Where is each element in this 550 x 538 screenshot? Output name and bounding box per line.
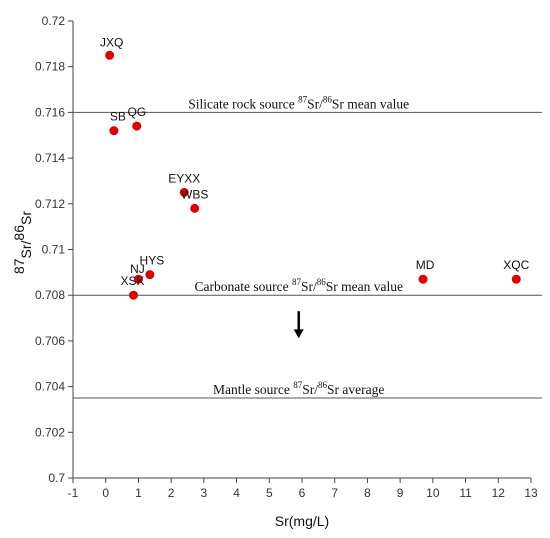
- data-point-label: EYXX: [168, 171, 200, 185]
- data-point-label: XQC: [503, 258, 529, 272]
- data-point-label: XSK: [121, 274, 145, 288]
- x-axis-title: Sr(mg/L): [275, 513, 329, 529]
- data-point-label: WBS: [181, 187, 208, 201]
- data-point: [129, 290, 139, 300]
- data-point: [133, 274, 143, 284]
- data-point: [179, 187, 189, 197]
- y-tick-label: 0.718: [35, 60, 65, 74]
- reference-line-label: Mantle source 87Sr/86Sr average: [213, 380, 384, 397]
- x-tick-label: 13: [524, 486, 538, 500]
- x-tick-label: 0: [102, 486, 109, 500]
- data-point: [145, 270, 155, 280]
- data-point: [105, 50, 115, 60]
- data-point-label: HYS: [140, 254, 165, 268]
- y-tick-label: 0.71: [42, 243, 66, 257]
- reference-lines: Silicate rock source 87Sr/86Sr mean valu…: [73, 94, 542, 399]
- y-tick-label: 0.72: [42, 14, 66, 28]
- arrow-head: [293, 329, 304, 339]
- y-tick-label: 0.706: [35, 334, 65, 348]
- y-axis-title: 87Sr/86Sr: [11, 211, 34, 274]
- data-point: [109, 126, 119, 136]
- data-point: [132, 121, 142, 131]
- data-point: [511, 274, 521, 284]
- x-tick-label: 8: [364, 486, 371, 500]
- y-tick-label: 0.714: [35, 151, 65, 165]
- y-tick-label: 0.708: [35, 288, 65, 302]
- x-tick-label: -1: [68, 486, 79, 500]
- x-tick-label: 5: [266, 486, 273, 500]
- x-tick-label: 11: [459, 486, 472, 500]
- axes: [72, 21, 531, 479]
- annotations: [293, 311, 304, 339]
- y-tick-label: 0.704: [35, 380, 65, 394]
- y-tick-label: 0.712: [35, 197, 65, 211]
- reference-line-label: Silicate rock source 87Sr/86Sr mean valu…: [188, 94, 409, 111]
- x-tick-label: 12: [492, 486, 506, 500]
- data-point-label: SB: [110, 110, 126, 124]
- x-tick-label: 2: [168, 486, 175, 500]
- x-tick-label: 6: [299, 486, 306, 500]
- data-point-label: QG: [127, 105, 146, 119]
- data-point: [190, 203, 200, 213]
- data-point: [418, 274, 428, 284]
- x-tick-label: 3: [201, 486, 208, 500]
- data-point-label: NJ: [130, 262, 145, 276]
- y-tick-label: 0.716: [35, 105, 65, 119]
- x-tick-label: 1: [135, 486, 142, 500]
- y-tick-label: 0.702: [35, 425, 65, 439]
- y-tick-label: 0.7: [48, 471, 65, 485]
- data-point-label: MD: [416, 258, 435, 272]
- tick-labels: -1 0 1 2 3 4 5 6 7 8 9 10 11 12 130.70.7020.7040.7060.…: [35, 14, 538, 500]
- x-tick-label: 7: [331, 486, 338, 500]
- x-tick-label: 4: [233, 486, 240, 500]
- axis-titles: Sr(mg/L) 87Sr/86Sr: [11, 211, 329, 529]
- reference-line-label: Carbonate source 87Sr/86Sr mean value: [194, 277, 402, 294]
- x-tick-label: 10: [426, 486, 440, 500]
- data-point-label: JXQ: [100, 35, 123, 49]
- x-tick-label: 9: [397, 486, 404, 500]
